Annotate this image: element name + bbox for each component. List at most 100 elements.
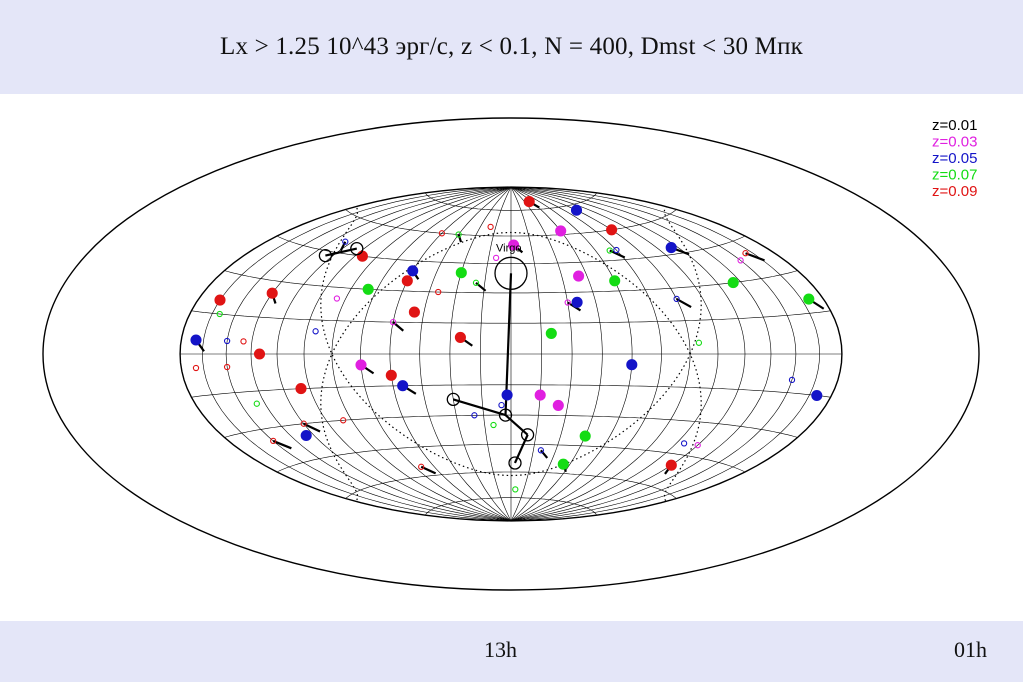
cluster-points: [190, 196, 823, 493]
parallel-line: [345, 471, 677, 499]
connection-line: [540, 449, 549, 459]
cluster-point: [455, 231, 462, 238]
nearby-cluster-point: [494, 256, 528, 290]
cluster-point: [498, 401, 505, 409]
connection-line: [504, 414, 529, 436]
cluster-point: [534, 389, 546, 401]
virgo-annotation: Virgo: [496, 242, 521, 254]
cluster-point: [673, 295, 680, 303]
cluster-point: [803, 293, 815, 305]
parallel-line: [425, 192, 597, 211]
ra-label-01h: 01h: [954, 637, 987, 662]
cluster-point: [665, 459, 677, 471]
cluster-point: [300, 429, 312, 442]
cluster-point: [737, 257, 744, 264]
cluster-point: [680, 440, 688, 447]
cluster-point: [253, 348, 266, 360]
sky-map-chart: Virgo z=0.01z=0.03z=0.05z=0.07z=0.09: [42, 117, 980, 591]
parallel-line: [276, 444, 746, 473]
cluster-point: [190, 334, 202, 346]
cluster-point: [214, 294, 226, 306]
cluster-point: [665, 242, 677, 254]
cluster-point: [389, 318, 397, 326]
cluster-point: [727, 277, 739, 289]
cluster-point: [512, 486, 519, 493]
cluster-point: [606, 247, 613, 254]
cluster-point: [492, 254, 500, 262]
cluster-point: [455, 267, 467, 279]
cluster-point: [454, 331, 466, 343]
cluster-point: [300, 420, 307, 427]
cluster-point: [340, 417, 347, 424]
nearby-cluster-point: [350, 241, 364, 256]
footer-bar: 13h 01h: [0, 621, 1023, 682]
ra-label-13h: 13h: [484, 637, 517, 662]
connection-line: [475, 281, 487, 292]
parallel-line: [191, 310, 831, 324]
cluster-point: [295, 383, 307, 395]
cluster-point: [570, 204, 583, 216]
connection-line: [513, 434, 529, 464]
cluster-point: [545, 327, 557, 339]
connection-line: [339, 241, 347, 252]
cluster-point: [216, 310, 223, 318]
cluster-point: [333, 295, 341, 302]
cluster-point: [355, 359, 367, 371]
connection-line: [392, 321, 404, 332]
cluster-point: [579, 430, 591, 442]
cluster-point: [223, 337, 231, 345]
cluster-point: [471, 412, 478, 419]
cluster-point: [435, 288, 442, 296]
cluster-point: [508, 239, 520, 251]
legend-entry: z=0.07: [932, 167, 977, 184]
cluster-point: [401, 275, 413, 287]
cluster-point: [788, 376, 796, 384]
parallel-line: [345, 209, 677, 237]
nearby-cluster-point: [498, 408, 513, 422]
connection-line: [457, 234, 463, 243]
connection-line: [453, 398, 506, 417]
nearby-cluster-point: [446, 392, 460, 407]
cluster-point: [695, 339, 703, 346]
cluster-point: [557, 458, 569, 470]
sky-grid: [42, 117, 980, 591]
cluster-point: [552, 399, 564, 411]
cluster-point: [438, 230, 446, 237]
cluster-point: [487, 223, 494, 231]
cluster-point: [501, 389, 513, 401]
cluster-point: [523, 196, 535, 208]
dotted-plane-line: [320, 231, 702, 502]
cluster-point: [564, 299, 571, 306]
connection-line: [745, 252, 765, 262]
cluster-point: [606, 224, 618, 236]
parallel-line: [425, 497, 597, 516]
cluster-point: [694, 442, 701, 449]
connection-line: [325, 247, 358, 257]
nearby-cluster-point: [508, 456, 522, 470]
cluster-point: [613, 246, 620, 254]
cluster-point: [266, 287, 278, 299]
cluster-point: [537, 447, 545, 454]
cluster-point: [408, 306, 420, 318]
cluster-point: [270, 437, 277, 445]
cluster-point: [571, 296, 583, 308]
legend-entry: z=0.05: [932, 150, 977, 167]
cluster-point: [362, 283, 374, 295]
nearby-cluster-point: [318, 248, 333, 263]
cluster-point: [356, 250, 368, 262]
cluster-point: [555, 225, 567, 237]
cluster-point: [472, 279, 480, 286]
page-title: Lx > 1.25 10^43 эрг/с, z < 0.1, N = 400,…: [219, 33, 804, 60]
cluster-point: [490, 421, 497, 429]
legend-entry: z=0.03: [932, 134, 977, 151]
cluster-point: [385, 369, 397, 381]
sky-outline: [42, 117, 980, 591]
legend: z=0.01z=0.03z=0.05z=0.07z=0.09: [932, 117, 977, 200]
connection-line: [272, 439, 292, 450]
cluster-point: [407, 265, 419, 277]
cluster-point: [240, 338, 247, 345]
dotted-plane-line: [320, 206, 702, 477]
cluster-point: [223, 363, 231, 371]
cluster-point: [609, 275, 621, 287]
cluster-point: [742, 250, 749, 257]
